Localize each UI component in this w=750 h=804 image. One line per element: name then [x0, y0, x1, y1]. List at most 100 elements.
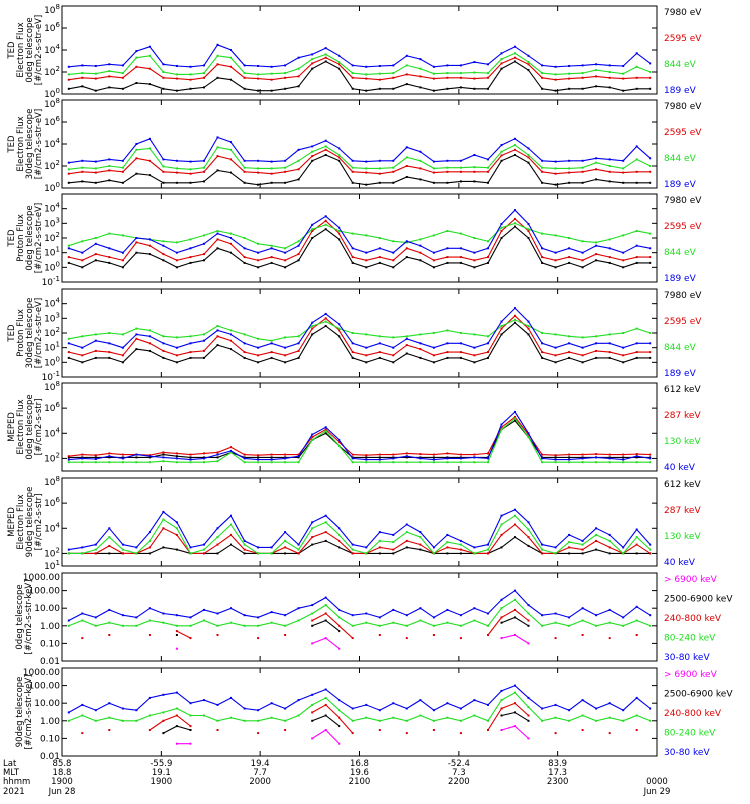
- data-point: [189, 624, 192, 627]
- data-point: [297, 349, 300, 352]
- data-point: [554, 461, 557, 464]
- data-point: [595, 63, 598, 66]
- data-point: [581, 181, 584, 184]
- data-point: [541, 552, 544, 555]
- data-point: [230, 446, 232, 449]
- legend-entry: 287 keV: [664, 506, 701, 516]
- data-point: [108, 729, 111, 731]
- data-point: [527, 433, 530, 436]
- data-point: [392, 608, 395, 611]
- data-point: [67, 78, 70, 81]
- data-point: [527, 624, 530, 627]
- data-point: [230, 523, 232, 526]
- data-point: [311, 228, 314, 231]
- data-point: [500, 58, 503, 61]
- data-point: [257, 624, 260, 627]
- data-point: [554, 234, 557, 237]
- data-point: [135, 333, 138, 336]
- data-point: [500, 320, 503, 323]
- data-point: [121, 614, 124, 617]
- y-tick-label: 100.00: [29, 682, 61, 692]
- legend-entry: 240-800 keV: [664, 614, 722, 624]
- data-point: [216, 456, 219, 459]
- data-point: [568, 167, 571, 170]
- series-line-844-ev: [68, 319, 651, 342]
- data-point: [500, 533, 503, 536]
- data-point: [81, 612, 84, 615]
- data-point: [365, 612, 368, 615]
- data-point: [568, 256, 571, 259]
- data-point: [311, 536, 314, 539]
- y-tick-label: 10.00: [34, 604, 60, 614]
- data-point: [216, 729, 219, 731]
- data-point: [365, 234, 368, 237]
- data-point: [473, 699, 476, 702]
- data-point: [243, 333, 246, 336]
- data-point: [595, 533, 598, 536]
- data-point: [622, 181, 625, 184]
- data-point: [405, 165, 408, 167]
- data-point: [175, 527, 178, 530]
- data-point: [392, 541, 395, 544]
- data-point: [121, 543, 124, 546]
- data-point: [230, 449, 232, 452]
- legend-entry: 189 eV: [664, 274, 697, 284]
- y-axis-label: [#/cm2-s-str-eV]: [34, 109, 44, 179]
- data-point: [175, 533, 178, 536]
- data-point: [378, 87, 381, 90]
- data-point: [378, 552, 381, 555]
- data-point: [635, 87, 638, 90]
- data-point: [162, 612, 165, 615]
- data-point: [608, 158, 611, 161]
- data-point: [554, 160, 557, 163]
- series-line-7980-ev: [68, 321, 651, 363]
- legend-entry: 2595 eV: [664, 128, 702, 138]
- data-point: [324, 703, 327, 706]
- y-tick-label: 103: [44, 311, 60, 324]
- data-point: [216, 230, 219, 232]
- data-point: [67, 73, 70, 76]
- data-point: [257, 337, 260, 340]
- data-point: [297, 75, 300, 78]
- data-point: [148, 552, 151, 555]
- data-point: [514, 314, 516, 317]
- data-point: [162, 456, 165, 459]
- data-point: [284, 546, 287, 549]
- data-point: [432, 77, 435, 80]
- data-point: [608, 457, 611, 460]
- data-point: [527, 528, 530, 531]
- data-point: [148, 607, 151, 610]
- data-point: [405, 352, 408, 355]
- data-point: [284, 552, 287, 555]
- data-point: [135, 157, 138, 160]
- data-point: [270, 356, 273, 359]
- data-point: [635, 619, 638, 622]
- data-point: [162, 460, 165, 463]
- x-tick-label: 17.3: [548, 768, 567, 778]
- x-tick-label: 16.8: [350, 759, 369, 769]
- data-point: [257, 454, 260, 457]
- data-point: [189, 356, 192, 359]
- data-point: [554, 354, 557, 357]
- data-point: [554, 458, 557, 461]
- data-point: [419, 457, 422, 460]
- data-point: [405, 719, 408, 722]
- data-point: [216, 543, 219, 546]
- data-point: [81, 637, 84, 640]
- data-point: [284, 453, 287, 456]
- data-point: [595, 253, 598, 256]
- data-point: [514, 222, 516, 225]
- data-point: [378, 458, 381, 461]
- data-point: [230, 514, 232, 517]
- y-tick-label: 0.10: [40, 639, 60, 649]
- data-point: [527, 161, 530, 164]
- data-point: [459, 342, 462, 345]
- data-point: [230, 171, 232, 174]
- data-point: [216, 453, 219, 456]
- data-point: [108, 63, 111, 66]
- data-point: [324, 514, 327, 517]
- data-point: [203, 461, 205, 464]
- data-point: [324, 432, 327, 435]
- data-point: [351, 76, 354, 79]
